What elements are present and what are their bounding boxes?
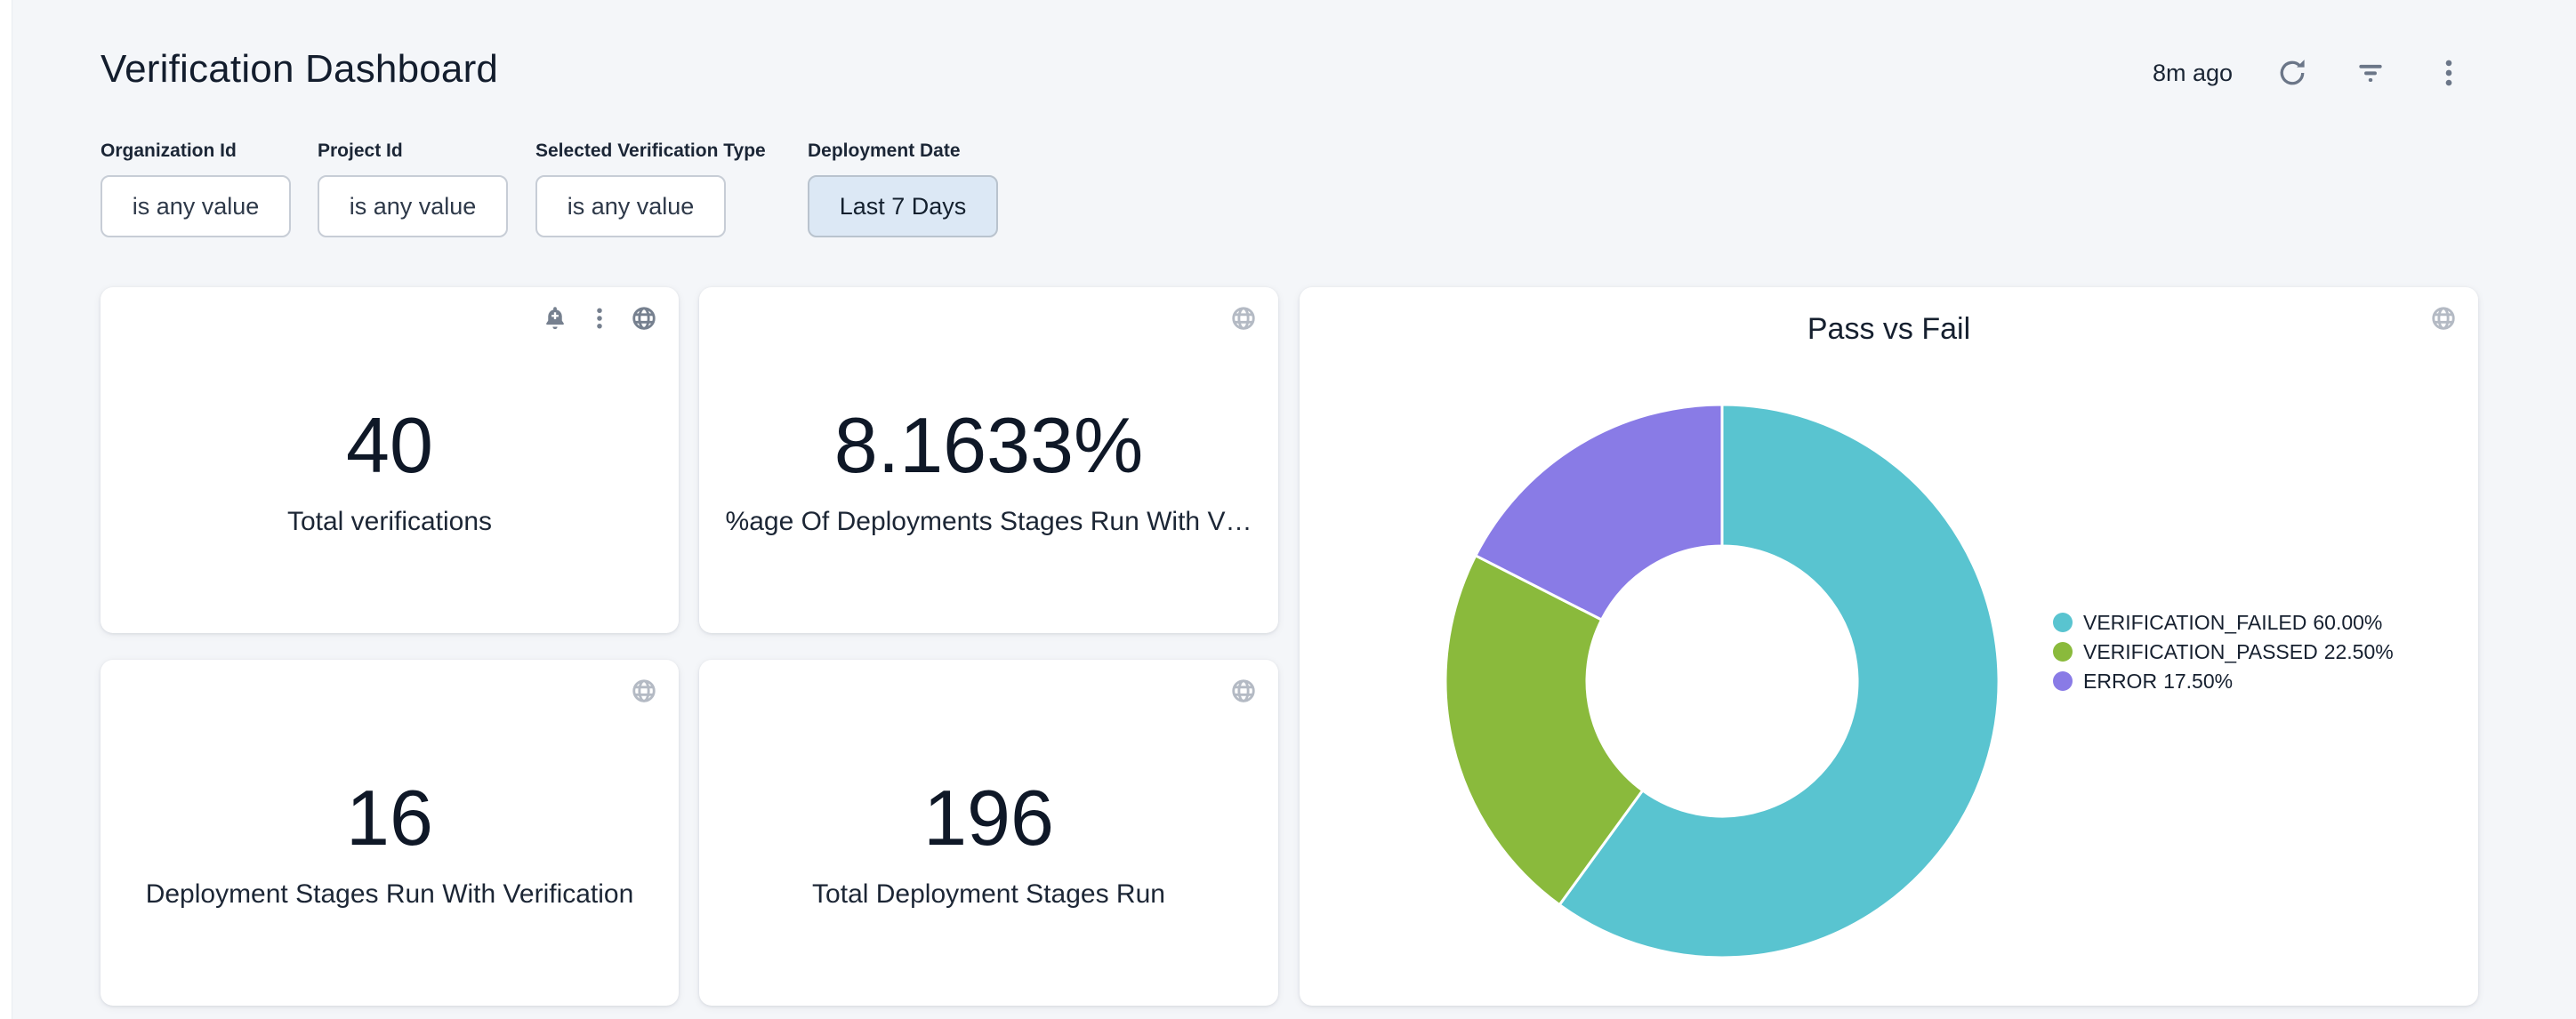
legend-item-verification-failed[interactable]: VERIFICATION_FAILED 60.00% [2053, 609, 2382, 637]
refresh-button[interactable] [2274, 54, 2311, 92]
kebab-icon [2432, 56, 2466, 90]
tile-pass-vs-fail-chart: Pass vs Fail VERIFICATION_FAILED 60.00% V… [1300, 287, 2478, 1006]
filter-group-deployment-date: Deployment Date Last 7 Days [808, 140, 998, 237]
tile-percentage-stages-with-verification: 8.1633% %age Of Deployments Stages Run W… [699, 287, 1278, 633]
filter-group-project-id: Project Id is any value [318, 140, 508, 237]
legend-label: VERIFICATION_PASSED [2083, 640, 2318, 663]
filter-value-deployment-date[interactable]: Last 7 Days [808, 175, 998, 237]
filter-value-organization-id[interactable]: is any value [101, 175, 291, 237]
tile-actions-button[interactable] [586, 305, 613, 332]
tile-total-verifications: 40 Total verifications [101, 287, 679, 633]
tile-label: %age Of Deployments Stages Run With V… [725, 507, 1252, 536]
tile-stages-run-with-verification: 16 Deployment Stages Run With Verificati… [101, 660, 679, 1006]
tile-value: 8.1633% [833, 401, 1144, 489]
legend-label: ERROR [2083, 670, 2158, 693]
tile-value: 40 [346, 401, 433, 489]
page-title: Verification Dashboard [101, 47, 499, 91]
tile-alerts-button[interactable] [542, 305, 568, 332]
globe-icon [631, 305, 657, 332]
donut-slice-error[interactable] [1474, 403, 1724, 622]
filter-group-selected-verification-type: Selected Verification Type is any value [535, 140, 766, 237]
globe-icon [1230, 305, 1257, 332]
legend-label: VERIFICATION_FAILED [2083, 611, 2307, 634]
left-rail [0, 0, 12, 1019]
last-refresh-time: 8m ago [2152, 59, 2233, 86]
tile-value: 16 [346, 774, 433, 862]
globe-icon [1230, 678, 1257, 704]
refresh-icon [2275, 56, 2309, 90]
legend-percentage: 22.50% [2323, 640, 2394, 663]
donut-slice-verification_failed[interactable] [1558, 403, 2000, 959]
filter-group-organization-id: Organization Id is any value [101, 140, 291, 237]
filter-value-selected-verification-type[interactable]: is any value [535, 175, 726, 237]
tile-total-deployment-stages-run: 196 Total Deployment Stages Run [699, 660, 1278, 1006]
legend-dot [2053, 671, 2073, 691]
chart-legend: VERIFICATION_FAILED 60.00% VERIFICATION_P… [2053, 609, 2394, 697]
donut-chart[interactable] [1442, 401, 2002, 961]
tile-label: Deployment Stages Run With Verification [145, 879, 634, 909]
bell-plus-icon [542, 305, 568, 332]
legend-dot [2053, 642, 2073, 662]
tile-label: Total Deployment Stages Run [812, 879, 1165, 909]
filter-label-project-id: Project Id [318, 140, 403, 161]
tile-value: 196 [923, 774, 1054, 862]
legend-percentage: 17.50% [2163, 670, 2234, 693]
globe-icon [631, 678, 657, 704]
legend-percentage: 60.00% [2313, 611, 2383, 634]
dashboard-actions-button[interactable] [2430, 54, 2467, 92]
filter-icon [2354, 56, 2387, 90]
filter-value-project-id[interactable]: is any value [318, 175, 508, 237]
globe-icon [2430, 305, 2457, 332]
chart-title: Pass vs Fail [1807, 312, 1971, 346]
tile-label: Total verifications [286, 507, 493, 536]
dashboard-filters-toggle-button[interactable] [2352, 54, 2389, 92]
filter-label-organization-id: Organization Id [101, 140, 237, 161]
filter-label-deployment-date: Deployment Date [808, 140, 961, 161]
donut-slice-verification_passed[interactable] [1444, 554, 1645, 907]
legend-dot [2053, 613, 2073, 632]
header-controls: 8m ago [2153, 50, 2467, 96]
filter-label-selected-verification-type: Selected Verification Type [535, 140, 766, 161]
kebab-icon [586, 305, 613, 332]
legend-item-error[interactable]: ERROR 17.50% [2053, 668, 2320, 695]
legend-item-verification-passed[interactable]: VERIFICATION_PASSED 22.50% [2053, 638, 2394, 666]
